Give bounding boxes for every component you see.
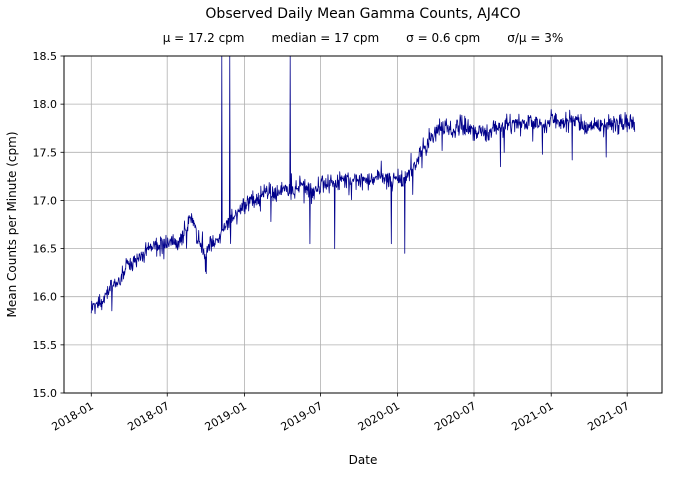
chart-stats: μ = 17.2 cpm median = 17 cpm σ = 0.6 cpm… — [64, 31, 662, 45]
x-tick-label: 2021-07 — [585, 399, 631, 433]
x-tick-label: 2021-01 — [509, 399, 555, 433]
y-tick-label: 16.5 — [33, 243, 58, 256]
x-tick-label: 2018-01 — [49, 399, 95, 433]
x-tick-label: 2019-01 — [203, 399, 249, 433]
plot-border — [63, 55, 663, 394]
x-axis-label: Date — [349, 453, 378, 467]
y-tick-label: 15.0 — [33, 387, 58, 400]
y-tick-label: 17.5 — [33, 146, 58, 159]
x-tick-label: 2020-01 — [356, 399, 402, 433]
y-tick-label: 18.0 — [33, 98, 58, 111]
stat-sigma-over-mu: σ/μ = 3% — [507, 31, 564, 45]
stat-mu: μ = 17.2 cpm — [162, 31, 245, 45]
x-tick-label: 2020-07 — [432, 399, 478, 433]
y-tick-label: 16.0 — [33, 291, 58, 304]
data-series-line — [90, 55, 636, 315]
x-tick-label: 2019-07 — [279, 399, 325, 433]
y-tick-label: 17.0 — [33, 194, 58, 207]
x-tick-label: 2018-07 — [125, 399, 171, 433]
y-axis-label: Mean Counts per Minute (cpm) — [5, 131, 19, 317]
chart-title: Observed Daily Mean Gamma Counts, AJ4CO — [205, 6, 521, 22]
stat-sigma: σ = 0.6 cpm — [406, 31, 481, 45]
y-tick-label: 15.5 — [33, 339, 58, 352]
stat-median: median = 17 cpm — [271, 31, 380, 45]
y-tick-label: 18.5 — [33, 50, 58, 63]
